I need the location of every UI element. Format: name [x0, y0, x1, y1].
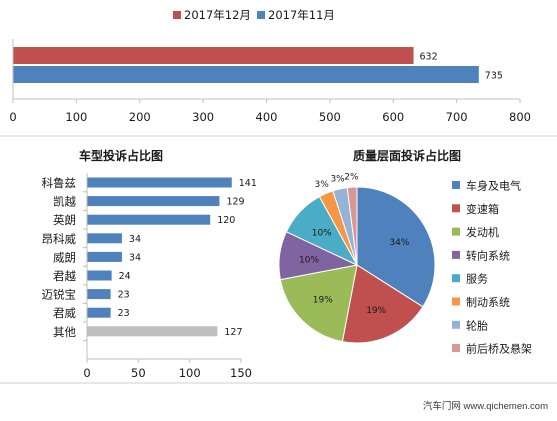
pie-legend-swatch-7	[452, 344, 460, 353]
top-bar-label-1: 735	[485, 71, 503, 82]
pie-slice-2	[279, 264, 358, 343]
pie-label-0: 34%	[389, 238, 409, 248]
pie-legend-swatch-3	[452, 250, 460, 259]
model-value-7: 23	[118, 308, 130, 319]
top-x-tick-label-4: 400	[256, 110, 278, 124]
top-x-tick-label-3: 300	[192, 110, 214, 124]
model-x-tick-label-1: 50	[131, 366, 146, 380]
top-x-tick-label-1: 100	[65, 110, 87, 124]
model-value-0: 141	[239, 178, 257, 189]
top-x-tick-label-8: 800	[509, 110, 531, 124]
legend-label-1: 2017年11月	[268, 8, 335, 22]
legend-swatch-0	[173, 11, 181, 19]
pie-legend-label-4: 服务	[466, 273, 488, 286]
top-x-tick-label-5: 500	[319, 110, 341, 124]
model-label-4: 威朗	[53, 250, 76, 264]
model-label-5: 君越	[53, 269, 76, 283]
pie-legend-swatch-4	[452, 274, 460, 283]
top-bar-0	[13, 47, 414, 64]
pie-legend-swatch-6	[452, 320, 460, 329]
pie-legend-swatch-5	[452, 297, 460, 306]
model-value-6: 23	[118, 290, 130, 301]
pie-label-6: 3%	[330, 175, 345, 185]
model-label-0: 科鲁兹	[42, 176, 77, 190]
model-bar-6	[87, 289, 111, 300]
top-bar-1	[13, 66, 479, 83]
model-bar-4	[87, 251, 122, 262]
pie-legend-label-3: 转向系统	[466, 248, 510, 262]
model-value-1: 129	[226, 197, 244, 208]
legend-label-0: 2017年12月	[184, 8, 251, 22]
top-legend: 2017年12月 2017年11月	[173, 8, 335, 22]
model-value-2: 120	[217, 215, 235, 226]
legend-swatch-1	[257, 11, 265, 19]
model-x-tick-label-0: 0	[83, 366, 90, 380]
pie-slice-7	[346, 186, 358, 266]
pie-label-7: 2%	[344, 173, 359, 183]
model-x-tick-label-2: 100	[179, 366, 201, 380]
pie-legend-swatch-0	[452, 181, 460, 189]
pie-label-1: 19%	[366, 306, 386, 316]
pie-legend-label-0: 车身及电气	[466, 179, 521, 193]
model-label-1: 凯越	[53, 195, 76, 209]
top-x-tick-label-0: 0	[9, 110, 16, 124]
model-chart-title: 车型投诉占比图	[79, 148, 163, 163]
pie-legend-swatch-1	[452, 204, 460, 213]
monthly-complaints-chart: 2017年12月 2017年11月 632 735 0 100 200 300 400 500 60…	[9, 8, 531, 124]
model-bar-1	[87, 196, 220, 207]
pie-legend-label-5: 制动系统	[466, 296, 510, 309]
pie-legend-swatch-2	[452, 227, 460, 236]
model-bar-0	[87, 177, 232, 188]
pie-chart-title: 质量层面投诉占比图	[353, 148, 461, 163]
model-label-2: 英朗	[53, 213, 76, 227]
model-bar-8	[87, 326, 218, 337]
model-label-6: 迈锐宝	[42, 288, 77, 302]
pie-legend-label-7: 前后桥及悬架	[466, 342, 532, 356]
pie-legend-label-2: 发动机	[466, 225, 499, 239]
model-label-8: 其他	[53, 325, 76, 339]
pie-label-3: 10%	[299, 255, 319, 265]
pie-slice-1	[341, 264, 424, 344]
model-x-tick-label-3: 150	[230, 366, 252, 380]
model-value-8: 127	[224, 327, 242, 338]
model-label-3: 昂科威	[42, 232, 77, 246]
pie-label-2: 19%	[313, 296, 333, 306]
top-x-tick-label-7: 700	[446, 110, 468, 124]
model-bar-3	[87, 233, 122, 244]
pie-legend-label-1: 变速箱	[466, 202, 499, 216]
pie-label-4: 10%	[312, 228, 332, 238]
top-x-tick-label-2: 200	[129, 110, 151, 124]
model-bar-5	[87, 270, 112, 281]
watermark-text: 汽车门网 www.qichemen.com	[423, 400, 548, 412]
model-bar-7	[87, 307, 111, 318]
model-bar-2	[87, 214, 211, 225]
model-label-7: 君威	[53, 306, 76, 320]
model-value-5: 24	[119, 271, 131, 282]
pie-label-5: 3%	[315, 180, 330, 190]
model-value-4: 34	[129, 252, 141, 263]
top-x-tick-label-6: 600	[382, 110, 404, 124]
top-bar-label-0: 632	[420, 52, 438, 63]
watermark: 汽车门网 www.qichemen.com	[423, 400, 548, 412]
pie-legend-label-6: 轮胎	[466, 318, 488, 332]
model-value-3: 34	[129, 234, 141, 245]
